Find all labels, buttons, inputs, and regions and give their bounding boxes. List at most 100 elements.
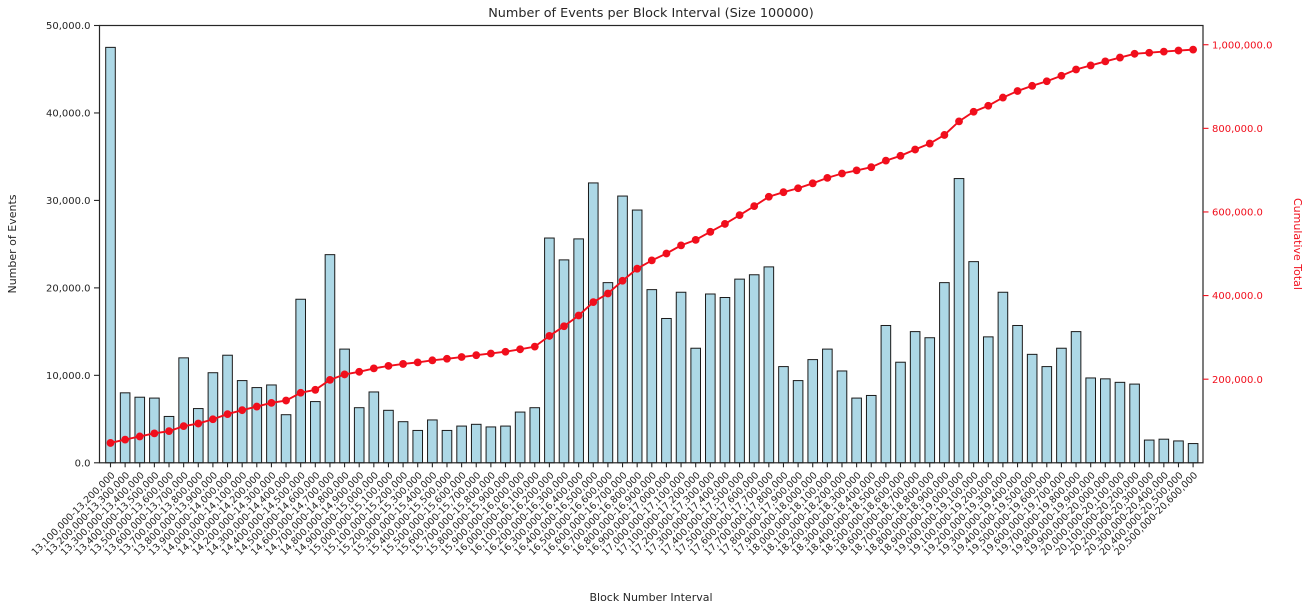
cumulative-point [150, 429, 159, 438]
cumulative-point [340, 370, 349, 379]
bar [719, 297, 731, 464]
cumulative-point [545, 332, 554, 340]
plot-area: 0.0 10,000.0 20,000.0 30,000.0 40,000.0 50,00… [30, 21, 1273, 558]
cumulative-point [1130, 49, 1139, 58]
cumulative-point [516, 345, 525, 354]
cumulative-point [135, 432, 144, 441]
cumulative-point [282, 396, 290, 405]
cumulative-point [560, 322, 568, 331]
bar [1070, 331, 1082, 464]
bar [105, 46, 116, 464]
bar [587, 182, 599, 464]
cumulative-point [1159, 47, 1168, 56]
cumulative-point [369, 364, 378, 373]
cumulative-point [165, 427, 173, 436]
bar [1056, 347, 1067, 464]
y-tick-label: 0.0 [75, 458, 91, 469]
bar [763, 266, 775, 464]
cumulative-point [999, 93, 1007, 102]
cumulative-point [1189, 45, 1197, 54]
y2-tick-label: 600,000.0 [1212, 208, 1263, 219]
bar [997, 291, 1009, 464]
y-tick-label: 30,000.0 [46, 196, 91, 207]
bar [558, 259, 570, 464]
cumulative-point [604, 289, 612, 298]
cumulative-point [1028, 81, 1037, 90]
y-tick-label: 40,000.0 [46, 109, 91, 120]
bar [163, 415, 175, 464]
bar [251, 387, 263, 464]
cumulative-point [238, 406, 247, 415]
y-tick-label: 10,000.0 [46, 371, 91, 382]
cumulative-point [267, 398, 276, 407]
cumulative-point [955, 117, 963, 126]
bar [792, 380, 804, 464]
cumulative-point [852, 166, 861, 175]
bar [412, 429, 424, 464]
x-axis-label: Block Number Interval [589, 591, 712, 604]
bar [295, 298, 306, 464]
cumulative-point [413, 358, 422, 367]
bar [1012, 324, 1023, 464]
bar [222, 354, 233, 464]
bar [631, 209, 643, 464]
bar [456, 425, 467, 464]
bar [851, 397, 862, 464]
bar [953, 178, 965, 464]
cumulative-point [589, 298, 598, 307]
bar [690, 347, 701, 464]
y-tick-label: 20,000.0 [46, 283, 91, 294]
cumulative-point [823, 173, 832, 182]
cumulative-point [925, 139, 934, 148]
cumulative-point [794, 184, 802, 193]
bar [500, 425, 511, 464]
bar [266, 384, 277, 464]
cumulative-point [1057, 71, 1066, 80]
cumulative-point [121, 435, 130, 444]
cumulative-point [1145, 48, 1154, 57]
bar [807, 359, 819, 464]
cumulative-point [633, 264, 642, 273]
y2-tick-label: 200,000.0 [1212, 375, 1263, 386]
bar [880, 324, 892, 464]
cumulative-point [472, 351, 481, 360]
cumulative-point [808, 179, 817, 188]
cumulative-point [867, 163, 876, 172]
bar [822, 348, 833, 464]
y-tick-label: 50,000.0 [46, 21, 91, 32]
cumulative-point [179, 422, 188, 431]
cumulative-point [384, 361, 393, 370]
bar [514, 411, 526, 464]
cumulative-point [355, 367, 364, 376]
bar [1143, 439, 1155, 464]
bar [280, 414, 292, 464]
bar [339, 348, 350, 464]
bar [485, 426, 497, 464]
cumulative-point [677, 241, 685, 250]
bar [368, 391, 380, 464]
bar [427, 419, 438, 464]
bar [602, 282, 614, 464]
y2-tick-label: 800,000.0 [1212, 124, 1263, 135]
cumulative-point [735, 211, 744, 220]
bar [1173, 440, 1184, 464]
cumulative-point [1072, 65, 1080, 74]
bar [324, 254, 336, 464]
bar [748, 274, 760, 464]
cumulative-point [296, 388, 305, 397]
cumulative-point [194, 419, 203, 428]
bar [529, 407, 541, 464]
bar [661, 317, 672, 464]
bar [778, 366, 789, 464]
cumulative-point [764, 192, 773, 201]
bar [441, 429, 453, 464]
cumulative-point [896, 151, 905, 160]
bar [470, 423, 482, 464]
bar [1100, 378, 1111, 464]
cumulative-point [399, 360, 407, 368]
bar [982, 336, 994, 464]
cumulative-point [691, 235, 700, 244]
bar [734, 278, 745, 464]
y2-axis-label: Cumulative Total [1291, 198, 1304, 290]
